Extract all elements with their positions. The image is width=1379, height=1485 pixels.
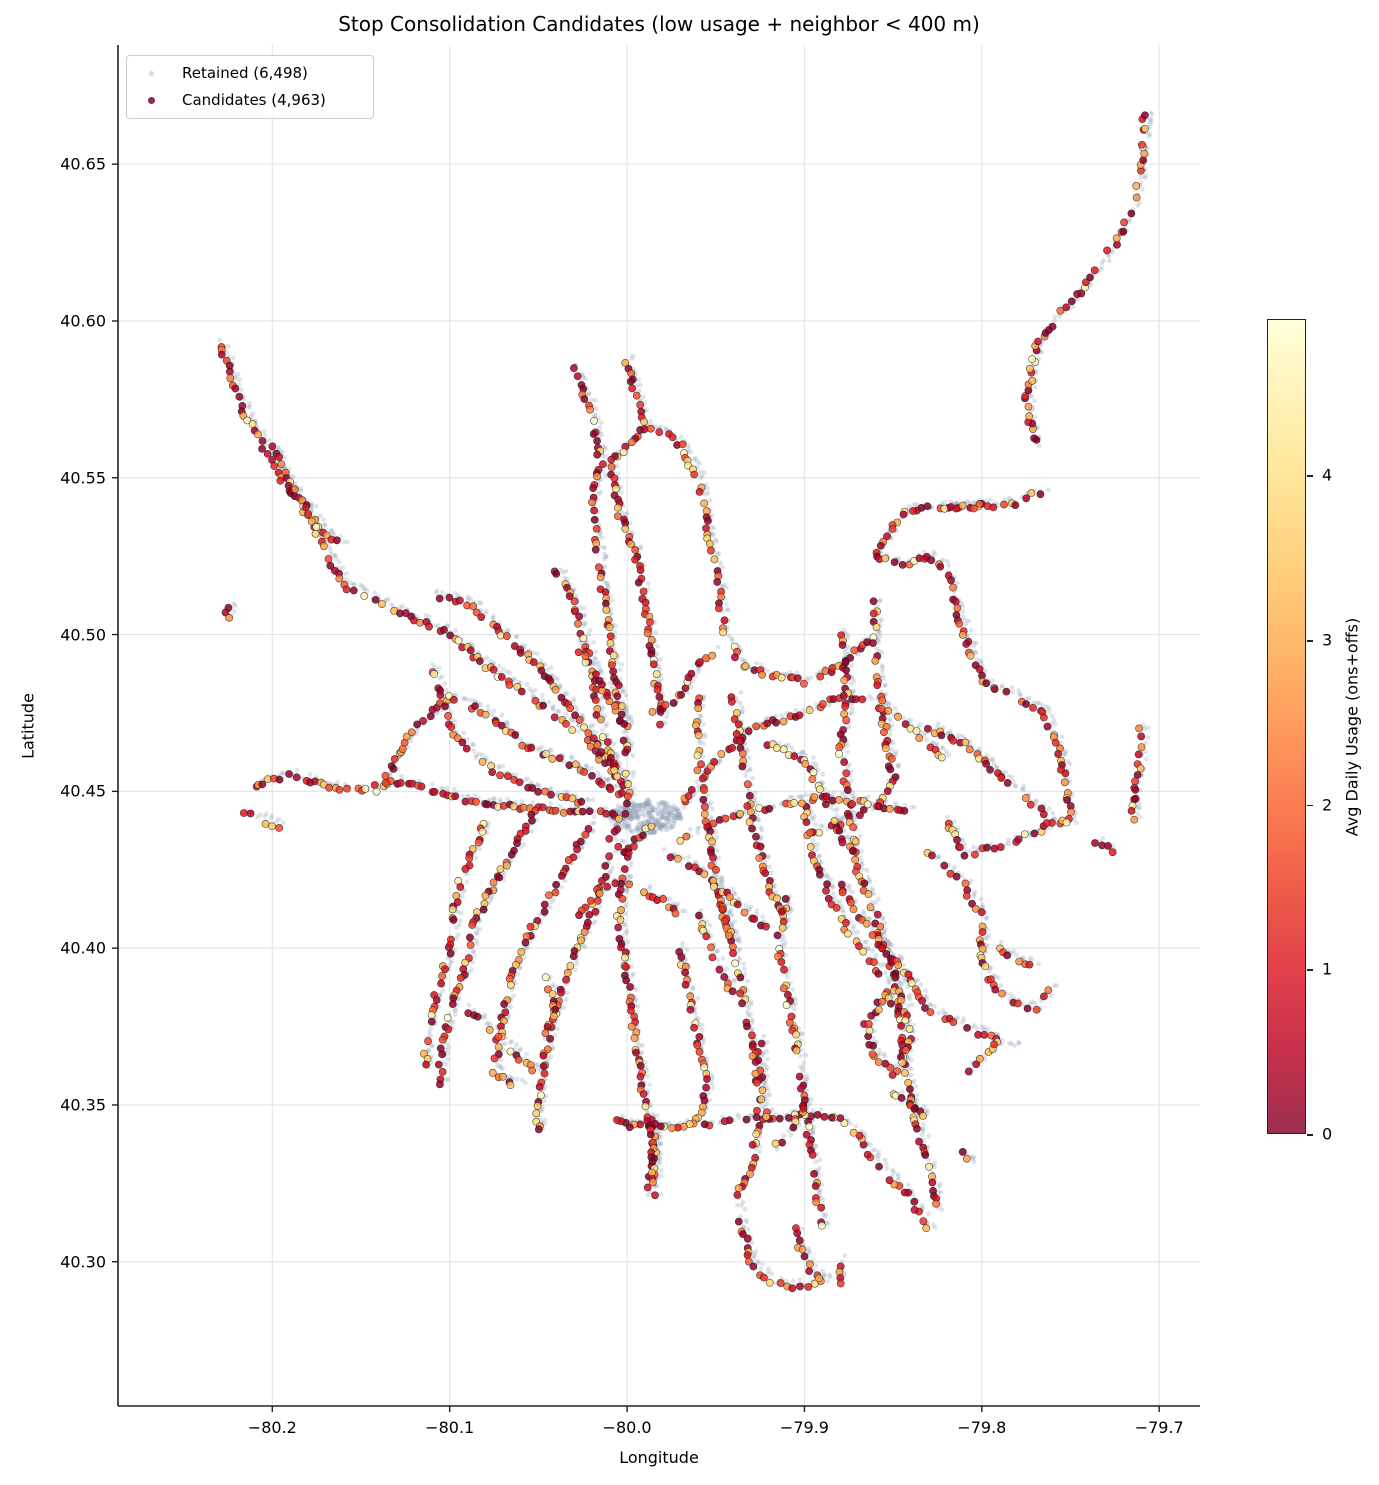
colorbar-tick <box>1307 1134 1313 1136</box>
legend-marker-candidates-icon <box>148 96 155 104</box>
colorbar-tick <box>1307 804 1313 807</box>
y-tick-label: 40.65 <box>60 154 106 174</box>
colorbar-tick <box>1307 640 1313 642</box>
y-tick-label: 40.50 <box>60 625 106 645</box>
x-tick-label: −80.1 <box>425 1418 475 1437</box>
axes <box>112 45 1200 1412</box>
colorbar <box>1267 319 1306 1134</box>
legend: Retained (6,498) Candidates (4,963) <box>126 55 374 119</box>
x-tick-label: −79.9 <box>779 1418 829 1437</box>
y-tick-label: 40.35 <box>60 1095 106 1115</box>
colorbar-tick-label: 1 <box>1322 959 1333 979</box>
colorbar-tick-label: 3 <box>1322 630 1333 650</box>
y-tick-label: 40.55 <box>60 468 106 488</box>
x-tick-label: −79.7 <box>1134 1418 1184 1437</box>
x-tick-label: −80.2 <box>247 1418 297 1437</box>
legend-label-retained: Retained (6,498) <box>182 64 308 82</box>
y-tick-label: 40.60 <box>60 311 106 331</box>
colorbar-tick-label: 4 <box>1322 465 1333 485</box>
legend-item-candidates: Candidates (4,963) <box>127 89 326 111</box>
x-tick-label: −79.8 <box>957 1418 1007 1437</box>
y-tick-label: 40.40 <box>60 938 106 958</box>
retained-points <box>217 110 1155 1288</box>
y-tick-label: 40.30 <box>60 1252 106 1272</box>
chart-title: Stop Consolidation Candidates (low usage… <box>338 12 980 36</box>
colorbar-tick <box>1307 969 1313 971</box>
colorbar-tick-label: 0 <box>1322 1124 1333 1144</box>
legend-marker-retained-icon <box>149 70 154 76</box>
colorbar-tick-label: 2 <box>1322 795 1333 815</box>
legend-label-candidates: Candidates (4,963) <box>182 91 326 109</box>
x-tick-label: −80.0 <box>602 1418 652 1437</box>
candidate-points <box>217 111 1149 1293</box>
y-tick-label: 40.45 <box>60 781 106 801</box>
legend-item-retained: Retained (6,498) <box>127 62 308 84</box>
x-axis-label: Longitude <box>619 1448 699 1467</box>
colorbar-tick <box>1307 475 1313 477</box>
colorbar-label: Avg Daily Usage (ons+offs) <box>1342 617 1362 837</box>
y-axis-label: Latitude <box>18 693 38 759</box>
